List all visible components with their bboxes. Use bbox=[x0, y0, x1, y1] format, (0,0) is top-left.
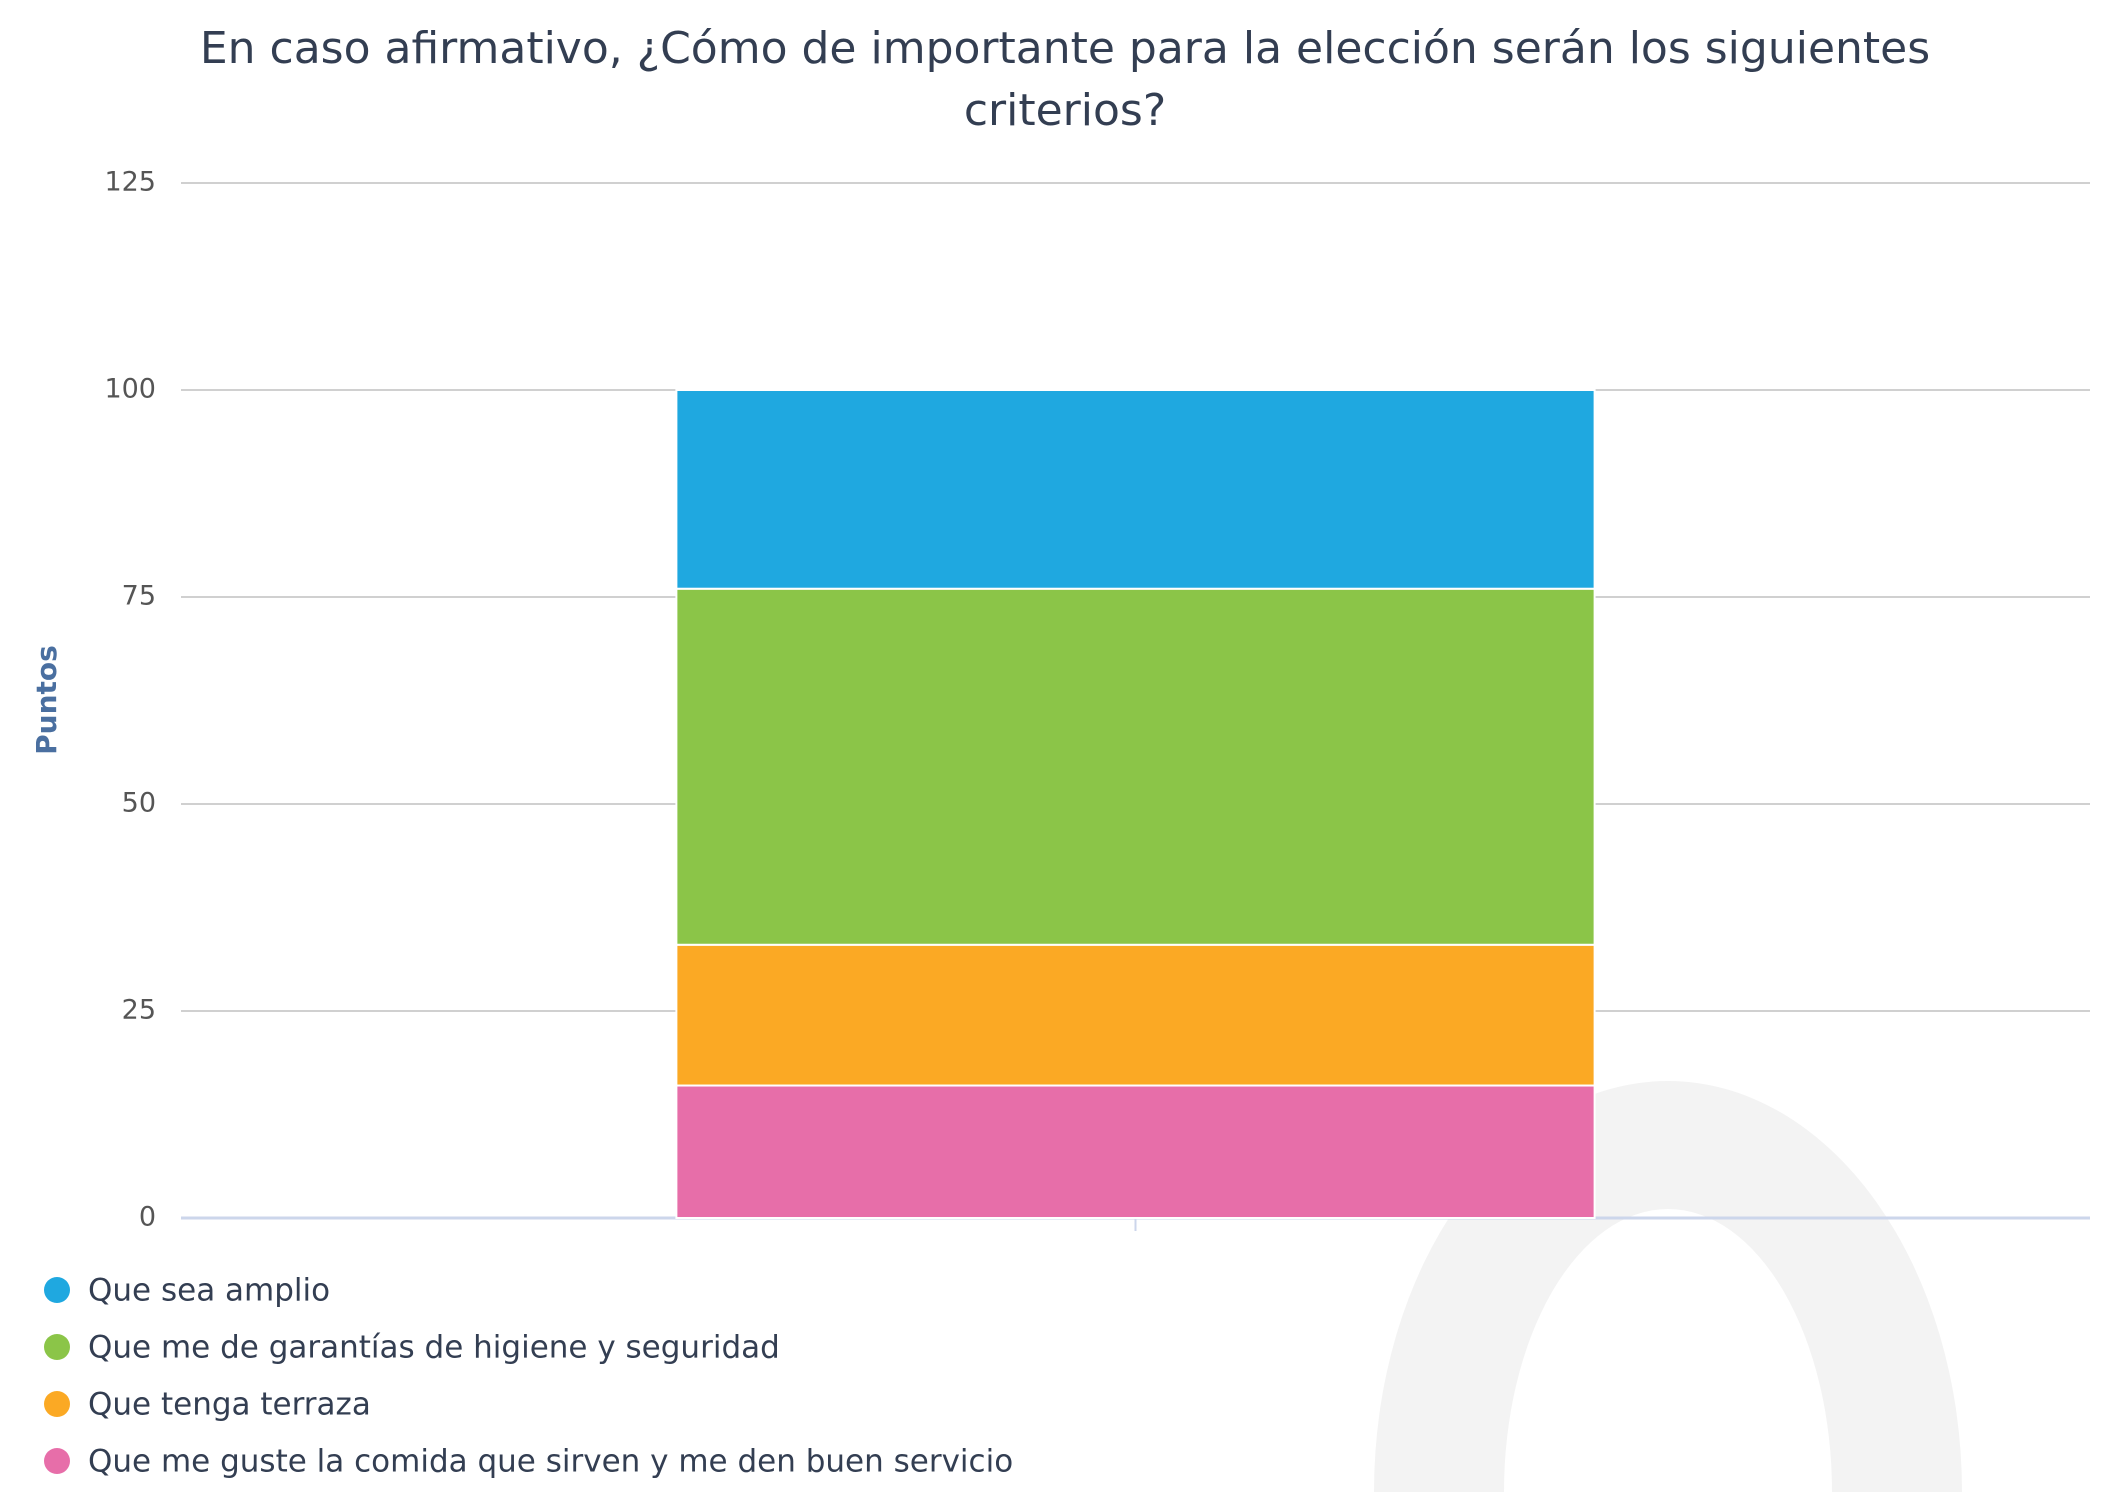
legend-label: Que tenga terraza bbox=[88, 1387, 371, 1423]
chart-title: En caso afirmativo, ¿Cómo de importante … bbox=[199, 23, 1931, 136]
legend-label: Que me guste la comida que sirven y me d… bbox=[88, 1444, 1013, 1480]
y-tick-label: 100 bbox=[104, 374, 156, 405]
legend-marker bbox=[44, 1391, 70, 1417]
y-tick-label: 25 bbox=[122, 995, 156, 1026]
bar-segment bbox=[675, 943, 1596, 1087]
y-tick-label: 50 bbox=[122, 788, 156, 819]
y-tick-label: 75 bbox=[122, 581, 156, 612]
y-tick-label: 0 bbox=[139, 1202, 156, 1233]
y-axis-label: Puntos bbox=[30, 645, 63, 755]
legend-marker bbox=[44, 1334, 70, 1360]
bar-segment bbox=[675, 587, 1596, 946]
legend-marker bbox=[44, 1448, 70, 1474]
bar-segment bbox=[675, 1084, 1596, 1220]
bar-segment bbox=[675, 389, 1596, 590]
legend-label: Que sea amplio bbox=[88, 1273, 330, 1309]
y-tick-label: 125 bbox=[104, 167, 156, 198]
legend-marker bbox=[44, 1277, 70, 1303]
legend-label: Que me de garantías de higiene y segurid… bbox=[88, 1330, 780, 1366]
